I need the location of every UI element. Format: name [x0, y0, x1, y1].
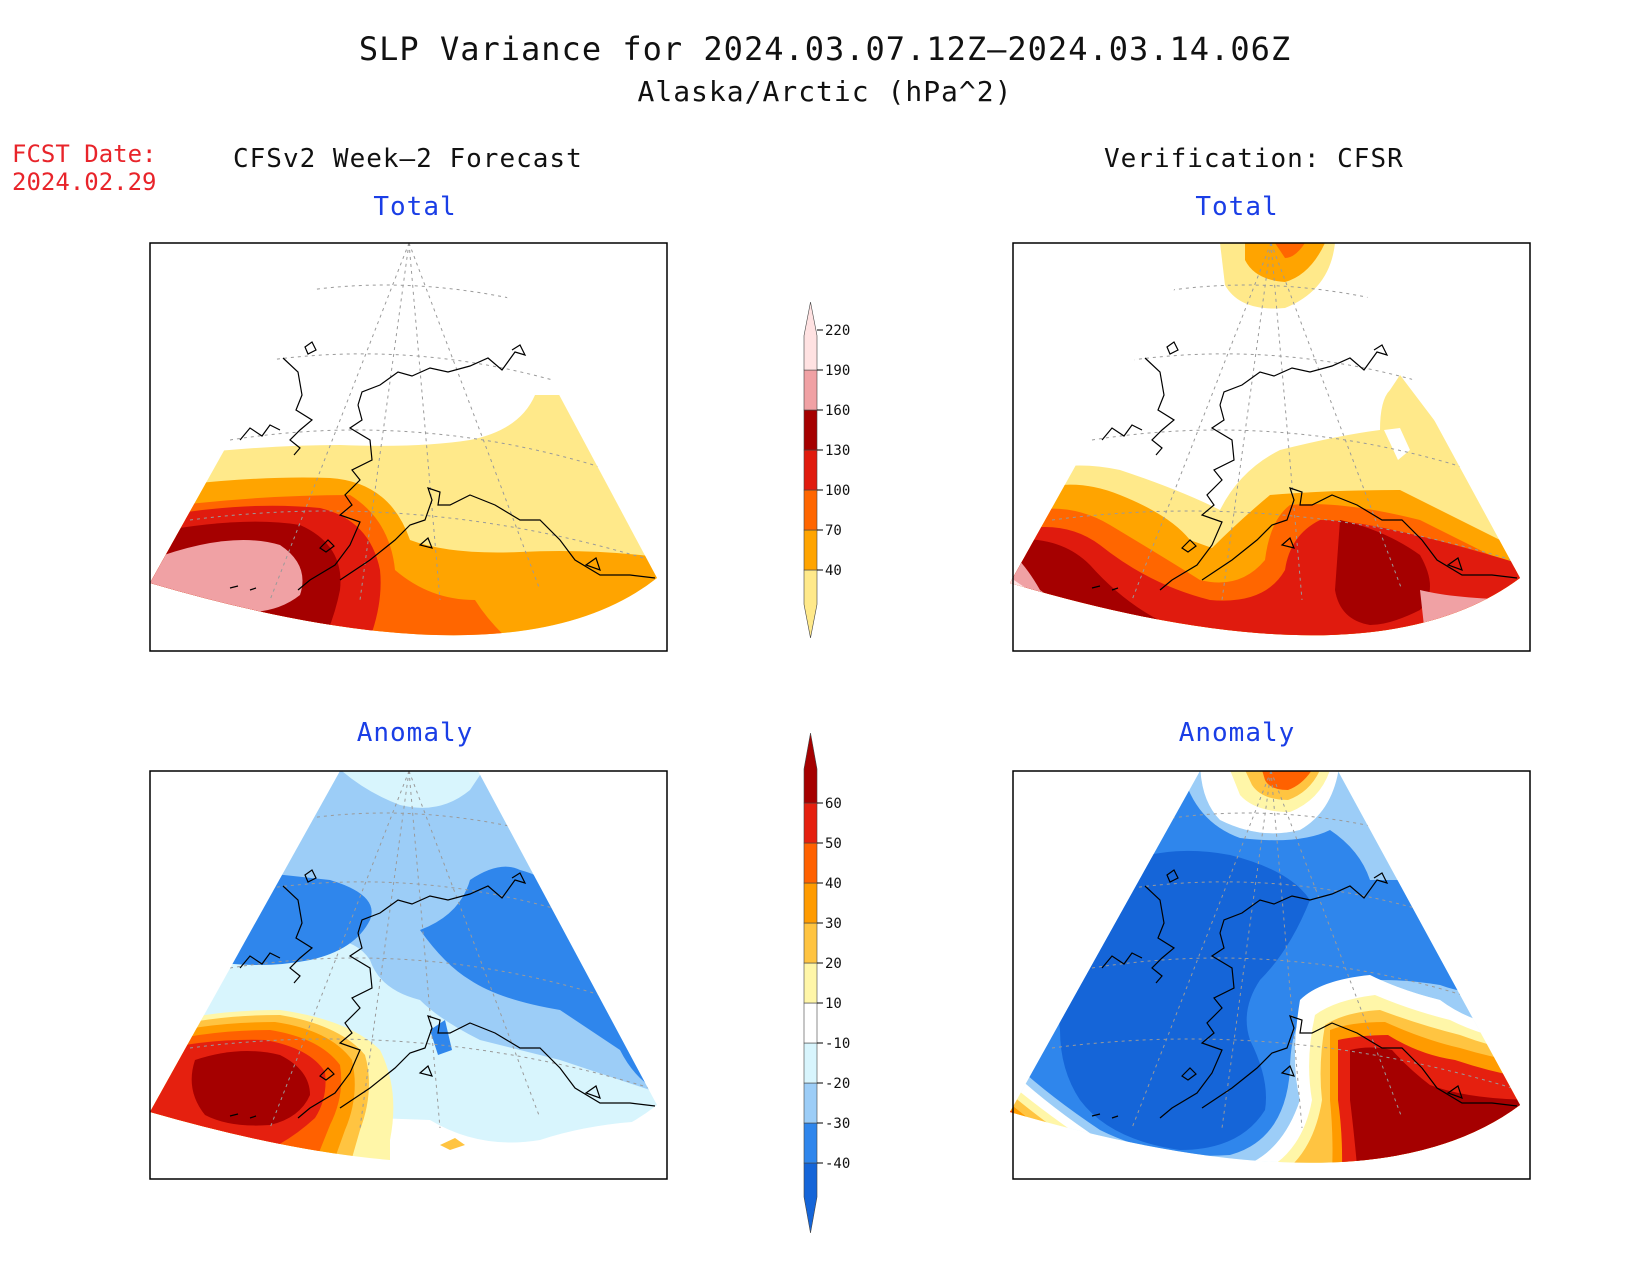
total-colorbar: 40 70 100 130 160 190 220 — [803, 301, 850, 639]
verification-anomaly-map — [1010, 770, 1531, 1180]
anomaly-colorbar-tick-label: -40 — [825, 1156, 850, 1172]
anomaly-colorbar-swatch — [803, 922, 818, 964]
anomaly-colorbar-swatch — [803, 1162, 818, 1234]
total-colorbar-swatch — [803, 301, 818, 371]
verification-total-map — [1010, 242, 1531, 652]
forecast-anomaly-title: Anomaly — [356, 718, 474, 748]
anomaly-colorbar-swatch — [803, 962, 818, 1004]
total-colorbar-swatch — [803, 529, 818, 571]
total-colorbar-tick-label: 190 — [825, 363, 850, 379]
total-colorbar-swatch — [803, 369, 818, 411]
anomaly-colorbar-swatch — [803, 1002, 818, 1044]
anomaly-colorbar-swatch — [803, 802, 818, 844]
anomaly-colorbar-tick-label: 30 — [825, 916, 842, 932]
anomaly-colorbar-tick-label: 40 — [825, 876, 842, 892]
main-title: SLP Variance for 2024.03.07.12Z–2024.03.… — [358, 30, 1292, 68]
forecast-total-map — [149, 242, 668, 652]
total-colorbar-swatch — [803, 569, 818, 639]
forecast-column-header: CFSv2 Week–2 Forecast — [233, 144, 583, 174]
anomaly-colorbar-swatch — [803, 1042, 818, 1084]
anomaly-colorbar-swatch — [803, 882, 818, 924]
verification-total-title: Total — [1195, 192, 1279, 222]
anomaly-colorbar-tick-label: -10 — [825, 1036, 850, 1052]
anomaly-colorbar-swatch — [803, 1082, 818, 1124]
anomaly-colorbar-tick-label: -20 — [825, 1076, 850, 1092]
total-colorbar-tick-label: 70 — [825, 523, 842, 539]
total-colorbar-tick-label: 130 — [825, 443, 850, 459]
total-colorbar-tick-label: 100 — [825, 483, 850, 499]
anomaly-colorbar-tick-label: 50 — [825, 836, 842, 852]
anomaly-colorbar-tick-label: 20 — [825, 956, 842, 972]
total-colorbar-swatch — [803, 449, 818, 491]
total-colorbar-tick-label: 40 — [825, 563, 842, 579]
anomaly-colorbar-tick-label: 60 — [825, 796, 842, 812]
total-colorbar-tick-label: 160 — [825, 403, 850, 419]
anomaly-colorbar-swatch — [803, 1122, 818, 1164]
fcst-date-value: 2024.02.29 — [12, 168, 157, 196]
total-colorbar-swatch — [803, 409, 818, 451]
total-colorbar-swatch — [803, 489, 818, 531]
total-colorbar-tick-label: 220 — [825, 323, 850, 339]
fcst-date-label: FCST Date: — [12, 140, 157, 168]
anomaly-colorbar-tick-label: 10 — [825, 996, 842, 1012]
verification-column-header: Verification: CFSR — [1104, 144, 1404, 174]
forecast-total-title: Total — [373, 192, 457, 222]
subtitle: Alaska/Arctic (hPa^2) — [637, 75, 1013, 108]
verification-anomaly-title: Anomaly — [1178, 718, 1296, 748]
anomaly-colorbar-tick-label: -30 — [825, 1116, 850, 1132]
anomaly-colorbar: -40 -30 -20 -10 10 20 30 40 50 60 — [803, 732, 850, 1234]
forecast-anomaly-map — [149, 770, 668, 1180]
anomaly-colorbar-swatch — [803, 842, 818, 884]
anomaly-colorbar-swatch — [803, 732, 818, 804]
